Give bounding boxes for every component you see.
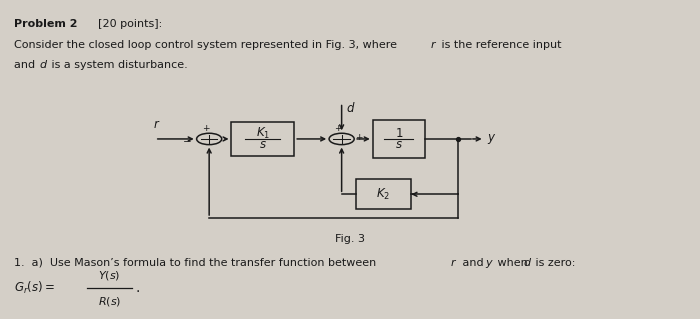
Text: $r$: $r$: [153, 118, 160, 131]
Text: +: +: [202, 124, 209, 133]
Text: +: +: [334, 124, 342, 133]
Text: Fig. 3: Fig. 3: [335, 234, 365, 244]
Text: r: r: [430, 40, 435, 50]
Bar: [356, 179, 412, 209]
Text: $y$: $y$: [487, 132, 497, 146]
Text: $Y(s)$: $Y(s)$: [98, 269, 120, 282]
Text: is zero:: is zero:: [532, 257, 575, 268]
Text: d: d: [524, 257, 531, 268]
Text: $s$: $s$: [259, 138, 267, 151]
Text: is the reference input: is the reference input: [438, 40, 561, 50]
Text: and: and: [458, 257, 487, 268]
Bar: [372, 120, 425, 158]
Text: Consider the closed loop control system represented in Fig. 3, where: Consider the closed loop control system …: [14, 40, 400, 50]
Text: $K_1$: $K_1$: [256, 126, 270, 141]
Text: 1.  a)  Use Mason’s formula to find the transfer function between: 1. a) Use Mason’s formula to find the tr…: [14, 257, 379, 268]
Text: [20 points]:: [20 points]:: [90, 19, 162, 29]
Text: $G_r(s) =$: $G_r(s) =$: [14, 280, 55, 296]
Text: d: d: [40, 60, 47, 70]
Text: r: r: [450, 257, 455, 268]
Text: is a system disturbance.: is a system disturbance.: [48, 60, 188, 70]
Text: $1$: $1$: [395, 127, 403, 140]
Text: $R(s)$: $R(s)$: [98, 294, 121, 308]
Text: when: when: [494, 257, 531, 268]
Text: $-$: $-$: [182, 135, 192, 145]
Text: $K_2$: $K_2$: [377, 187, 391, 202]
Text: $s$: $s$: [395, 138, 402, 151]
Text: y: y: [485, 257, 492, 268]
Text: $d$: $d$: [346, 101, 356, 115]
Text: .: .: [136, 281, 140, 295]
Bar: [232, 122, 294, 156]
Text: Problem 2: Problem 2: [14, 19, 78, 29]
Text: and: and: [14, 60, 38, 70]
Text: +: +: [355, 133, 363, 142]
